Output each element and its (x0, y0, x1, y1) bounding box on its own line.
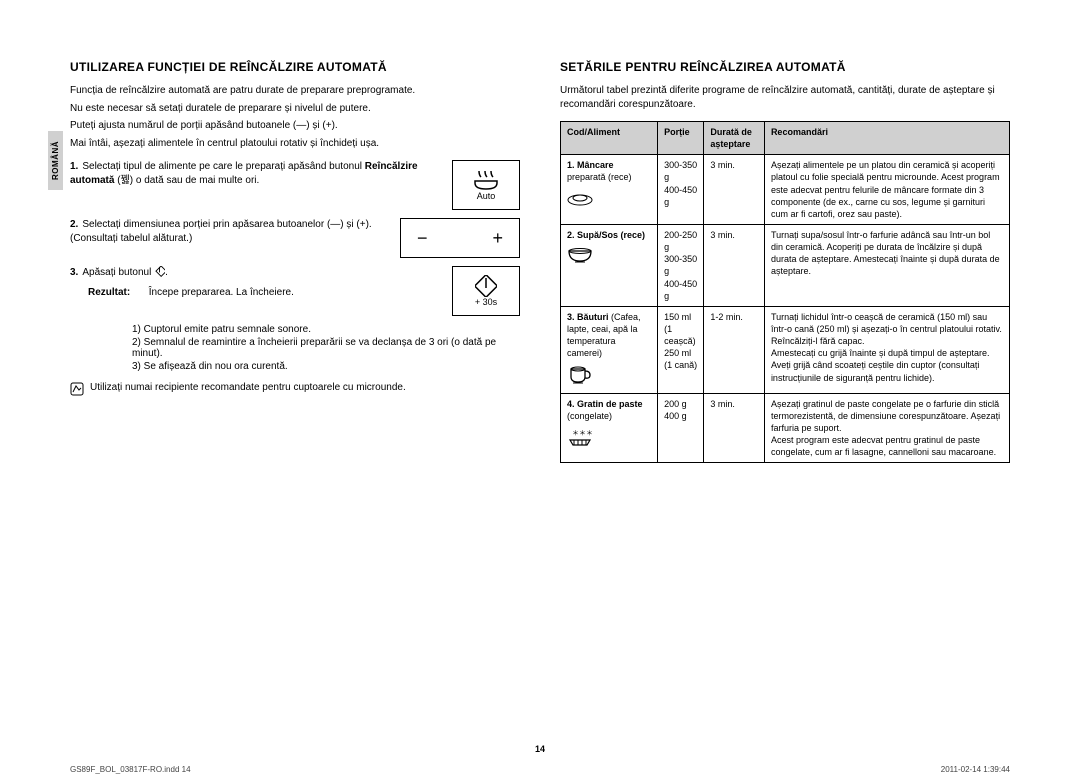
intro-p4: Mai întâi, așezați alimentele în centrul… (70, 137, 520, 151)
footer-right: 2011-02-14 1:39:44 (941, 765, 1010, 774)
table-row: 4. Gratin de paste (congelate)＊＊＊200 g 4… (561, 393, 1010, 463)
table-row: 1. Mâncare preparată (rece)300-350 g 400… (561, 155, 1010, 225)
footer-left: GS89F_BOL_03817F-RO.indd 14 (70, 765, 191, 774)
svg-text:＊＊＊: ＊＊＊ (572, 430, 593, 437)
intro-p3: Puteți ajusta numărul de porții apăsând … (70, 119, 520, 133)
page-number: 14 (0, 744, 1080, 754)
right-intro: Următorul tabel prezintă diferite progra… (560, 84, 1010, 111)
th-wait: Durată de așteptare (704, 122, 765, 155)
step-3-text: 3.Apăsați butonul . Rezultat: Începe pre… (70, 266, 442, 300)
result-sublist: 1) Cuptorul emite patru semnale sonore. … (70, 324, 520, 372)
th-code: Cod/Aliment (561, 122, 658, 155)
table-row: 2. Supă/Sos (rece)200-250 g 300-350 g 40… (561, 224, 1010, 306)
note-icon (70, 382, 84, 396)
left-column: UTILIZAREA FUNCȚIEI DE REÎNCĂLZIRE AUTOM… (70, 60, 520, 463)
minus-plus-icon: −+ (400, 218, 520, 258)
note-row: Utilizați numai recipiente recomandate p… (70, 382, 520, 396)
step-1-text: 1.Selectați tipul de alimente pe care le… (70, 160, 442, 188)
settings-table: Cod/Aliment Porție Durată de așteptare R… (560, 121, 1010, 463)
auto-reheat-icon: Auto (452, 160, 520, 210)
start-plus30-icon: + 30s (452, 266, 520, 316)
language-tab: ROMÂNĂ (48, 131, 63, 190)
right-heading: SETĂRILE PENTRU REÎNCĂLZIREA AUTOMATĂ (560, 60, 1010, 74)
th-portion: Porție (658, 122, 704, 155)
table-row: 3. Băuturi (Cafea, lapte, ceai, apă la t… (561, 306, 1010, 393)
right-column: SETĂRILE PENTRU REÎNCĂLZIREA AUTOMATĂ Ur… (560, 60, 1010, 463)
footer: GS89F_BOL_03817F-RO.indd 14 2011-02-14 1… (70, 765, 1010, 774)
intro-p1: Funcția de reîncălzire automată are patr… (70, 84, 520, 98)
intro-p2: Nu este necesar să setați duratele de pr… (70, 102, 520, 116)
left-heading: UTILIZAREA FUNCȚIEI DE REÎNCĂLZIRE AUTOM… (70, 60, 520, 74)
th-rec: Recomandări (764, 122, 1009, 155)
step-2-text: 2.Selectați dimensiunea porției prin apă… (70, 218, 390, 246)
